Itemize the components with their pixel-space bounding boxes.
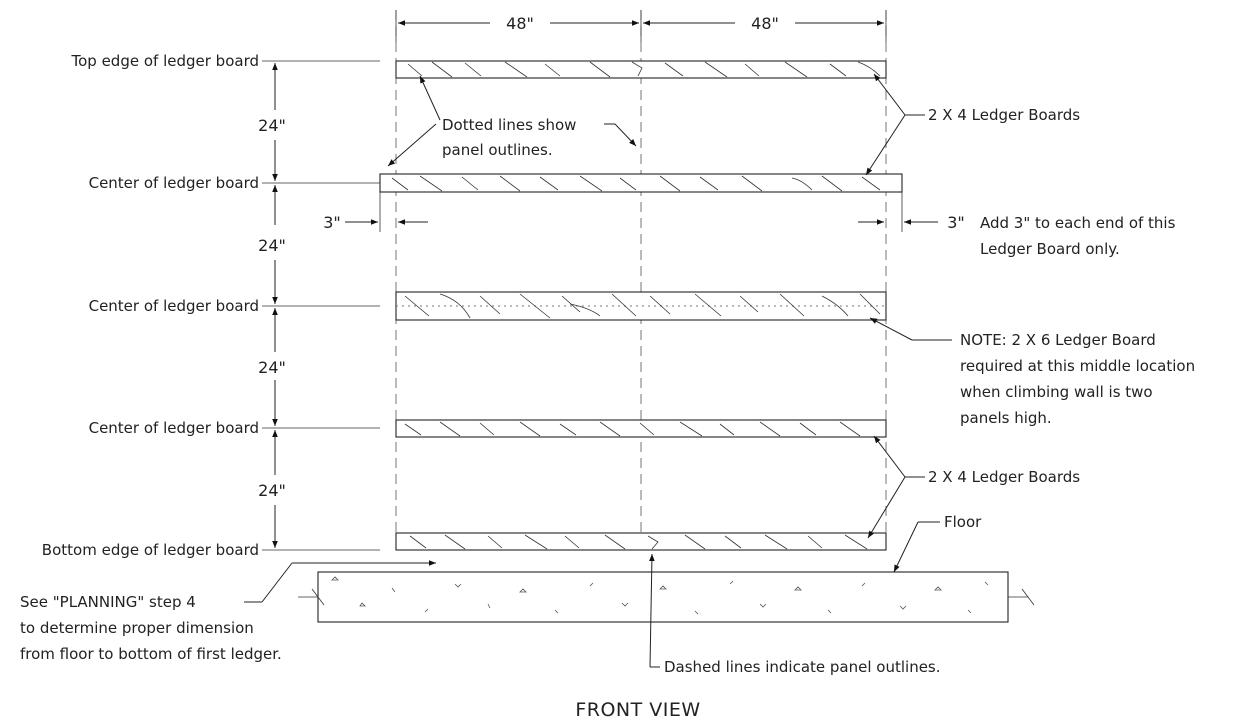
ledger-boards-callout-bottom: 2 X 4 Ledger Boards bbox=[867, 435, 1080, 539]
note-text-4: panels high. bbox=[960, 409, 1052, 427]
left-labels: Top edge of ledger board Center of ledge… bbox=[42, 52, 259, 559]
planning-text-1: See "PLANNING" step 4 bbox=[20, 593, 196, 611]
note-text-3: when climbing wall is two bbox=[960, 383, 1153, 401]
spacing-dimension-4: 24" bbox=[258, 481, 286, 500]
note-text-2: required at this middle location bbox=[960, 357, 1195, 375]
width-dimension-left: 48" bbox=[506, 14, 534, 33]
note-text-1: NOTE: 2 X 6 Ledger Board bbox=[960, 331, 1156, 349]
dotted-lines-text-2: panel outlines. bbox=[442, 141, 553, 159]
ledger-board-top bbox=[395, 60, 887, 79]
spacing-dimension-2: 24" bbox=[258, 236, 286, 255]
width-dimension: 48" 48" bbox=[395, 10, 887, 42]
label-top-edge: Top edge of ledger board bbox=[71, 52, 260, 70]
ledger-board-lower bbox=[395, 419, 887, 438]
label-bottom-edge: Bottom edge of ledger board bbox=[42, 541, 259, 559]
ledger-board-bottom bbox=[395, 532, 887, 551]
floor-text: Floor bbox=[944, 513, 982, 531]
dashed-lines-text: Dashed lines indicate panel outlines. bbox=[664, 658, 941, 676]
dotted-lines-callout: Dotted lines show panel outlines. bbox=[387, 75, 637, 167]
add-note-text-2: Ledger Board only. bbox=[980, 240, 1120, 258]
spacing-dimension-3: 24" bbox=[258, 358, 286, 377]
vertical-dimension: 24" 24" 24" 24" bbox=[258, 60, 380, 551]
label-center-2: Center of ledger board bbox=[89, 297, 259, 315]
add-note-text-1: Add 3" to each end of this bbox=[980, 214, 1176, 232]
floor-slab bbox=[298, 571, 1035, 623]
ledger-board-middle bbox=[395, 291, 887, 321]
middle-ledger-note: NOTE: 2 X 6 Ledger Board required at thi… bbox=[869, 317, 1195, 427]
ledger-boards-bottom-text: 2 X 4 Ledger Boards bbox=[928, 468, 1080, 486]
dashed-lines-callout: Dashed lines indicate panel outlines. bbox=[649, 553, 941, 676]
panel-outlines bbox=[395, 10, 887, 551]
extension-left-label: 3" bbox=[323, 213, 341, 232]
label-center-1: Center of ledger board bbox=[89, 174, 259, 192]
label-center-3: Center of ledger board bbox=[89, 419, 259, 437]
view-title: FRONT VIEW bbox=[575, 699, 700, 721]
floor-callout: Floor bbox=[893, 513, 982, 573]
ledger-boards-top-text: 2 X 4 Ledger Boards bbox=[928, 106, 1080, 124]
extension-right-label: 3" bbox=[947, 213, 965, 232]
extension-dimension: 3" 3" bbox=[323, 192, 965, 232]
planning-text-2: to determine proper dimension bbox=[20, 619, 254, 637]
width-dimension-right: 48" bbox=[751, 14, 779, 33]
planning-text-3: from floor to bottom of first ledger. bbox=[20, 645, 282, 663]
spacing-dimension-1: 24" bbox=[258, 116, 286, 135]
planning-callout: See "PLANNING" step 4 to determine prope… bbox=[20, 560, 436, 663]
ledger-board-extended bbox=[379, 173, 903, 193]
dotted-lines-text-1: Dotted lines show bbox=[442, 116, 576, 134]
ledger-boards-callout-top: 2 X 4 Ledger Boards bbox=[865, 73, 1080, 176]
add-3in-note: Add 3" to each end of this Ledger Board … bbox=[980, 214, 1176, 258]
